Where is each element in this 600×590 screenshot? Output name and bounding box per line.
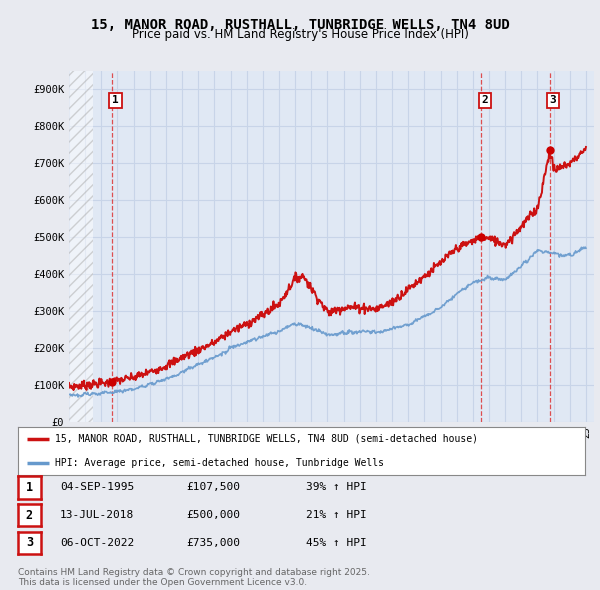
Text: HPI: Average price, semi-detached house, Tunbridge Wells: HPI: Average price, semi-detached house,… <box>55 458 384 468</box>
Text: 13-JUL-2018: 13-JUL-2018 <box>60 510 134 520</box>
Text: 39% ↑ HPI: 39% ↑ HPI <box>306 483 367 492</box>
Text: 1: 1 <box>26 481 33 494</box>
Text: 2: 2 <box>481 96 488 106</box>
Text: £107,500: £107,500 <box>186 483 240 492</box>
Text: £735,000: £735,000 <box>186 538 240 548</box>
Text: 3: 3 <box>550 96 556 106</box>
Text: £500,000: £500,000 <box>186 510 240 520</box>
Text: 21% ↑ HPI: 21% ↑ HPI <box>306 510 367 520</box>
Text: Contains HM Land Registry data © Crown copyright and database right 2025.
This d: Contains HM Land Registry data © Crown c… <box>18 568 370 587</box>
Text: 15, MANOR ROAD, RUSTHALL, TUNBRIDGE WELLS, TN4 8UD (semi-detached house): 15, MANOR ROAD, RUSTHALL, TUNBRIDGE WELL… <box>55 434 478 444</box>
Text: 06-OCT-2022: 06-OCT-2022 <box>60 538 134 548</box>
Text: 2: 2 <box>26 509 33 522</box>
Bar <box>69 71 93 422</box>
Text: 3: 3 <box>26 536 33 549</box>
Text: 45% ↑ HPI: 45% ↑ HPI <box>306 538 367 548</box>
Text: Price paid vs. HM Land Registry's House Price Index (HPI): Price paid vs. HM Land Registry's House … <box>131 28 469 41</box>
Text: 04-SEP-1995: 04-SEP-1995 <box>60 483 134 492</box>
Text: 1: 1 <box>112 96 119 106</box>
Text: 15, MANOR ROAD, RUSTHALL, TUNBRIDGE WELLS, TN4 8UD: 15, MANOR ROAD, RUSTHALL, TUNBRIDGE WELL… <box>91 18 509 32</box>
